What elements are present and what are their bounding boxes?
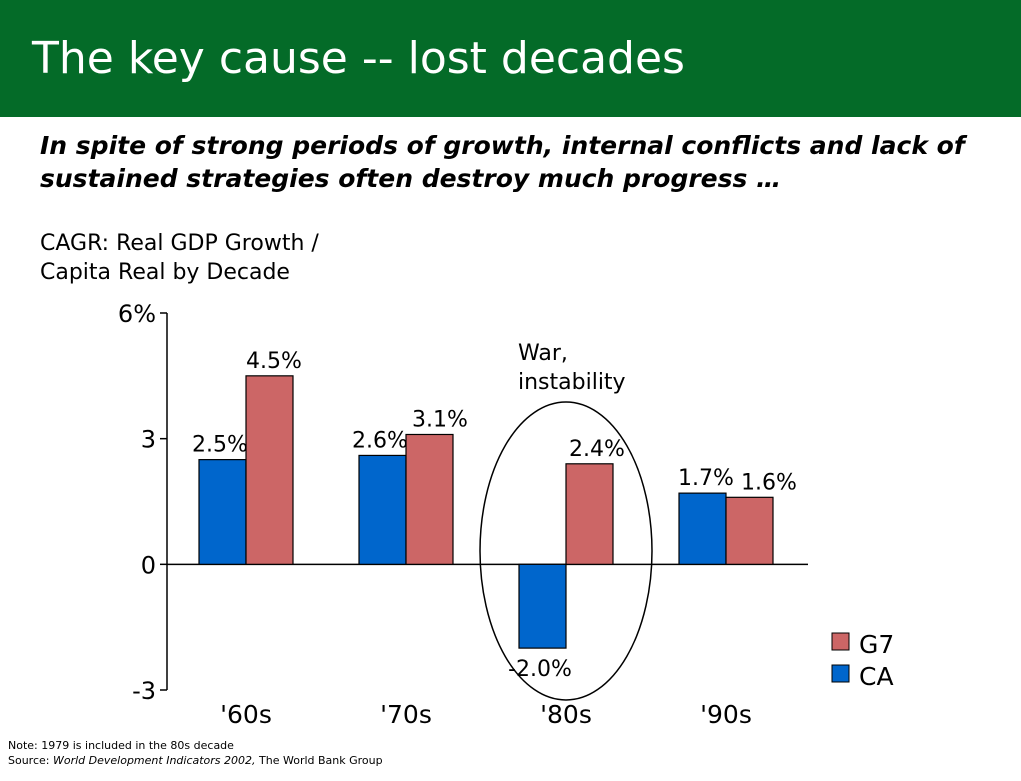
x-tick-label: '90s	[700, 700, 752, 729]
y-tick-label: 0	[141, 551, 156, 579]
note-text: Note: 1979 is included in the 80s decade	[8, 739, 234, 752]
data-label-g7: 1.6%	[741, 470, 797, 495]
data-label-g7: 2.4%	[569, 437, 625, 462]
data-label-ca: 2.6%	[352, 428, 408, 453]
legend-label-ca: CA	[859, 662, 894, 691]
data-label-g7: 4.5%	[246, 349, 302, 374]
annotation-line-1: War,	[518, 341, 568, 366]
page-title: The key cause -- lost decades	[32, 33, 685, 84]
source-suffix: The World Bank Group	[255, 754, 383, 767]
highlight-ellipse	[479, 401, 653, 701]
legend-label-g7: G7	[859, 630, 894, 659]
x-tick-label: '80s	[540, 700, 592, 729]
x-tick-label: '70s	[380, 700, 432, 729]
bar-g7	[405, 433, 454, 565]
bar-g7	[245, 375, 294, 565]
bar-ca	[678, 492, 727, 565]
bar-g7	[565, 463, 614, 565]
chart-title: CAGR: Real GDP Growth / Capita Real by D…	[40, 229, 319, 287]
bar-g7	[725, 496, 774, 565]
chart-title-line-2: Capita Real by Decade	[40, 260, 290, 285]
source-title: World Development Indicators 2002,	[52, 754, 256, 767]
slide-subtitle: In spite of strong periods of growth, in…	[40, 131, 965, 193]
data-label-ca: 1.7%	[678, 466, 734, 491]
source-prefix: Source:	[8, 754, 53, 767]
header-bar: The key cause -- lost decades	[0, 0, 1021, 117]
y-tick-label: -3	[132, 677, 156, 705]
bar-ca	[198, 459, 247, 565]
bar-ca	[358, 454, 407, 565]
source-line: Source: World Development Indicators 200…	[8, 754, 383, 767]
x-tick-label: '60s	[220, 700, 272, 729]
data-label-ca: -2.0%	[508, 657, 572, 682]
data-label-g7: 3.1%	[412, 407, 468, 432]
bar-ca	[518, 563, 567, 649]
annotation-line-2: instability	[518, 370, 626, 395]
data-label-ca: 2.5%	[192, 433, 248, 458]
footnote: Note: 1979 is included in the 80s decade…	[8, 738, 383, 768]
y-tick-label: 6%	[118, 300, 156, 328]
legend-swatch-ca	[831, 664, 850, 683]
y-tick-label: 3	[141, 426, 156, 454]
legend-swatch-g7	[831, 632, 850, 651]
chart-title-line-1: CAGR: Real GDP Growth /	[40, 231, 319, 256]
